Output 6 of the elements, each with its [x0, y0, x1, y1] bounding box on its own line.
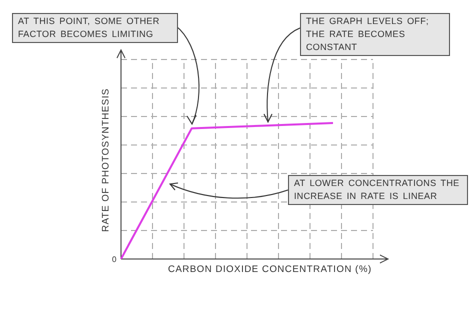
text: 0: [112, 255, 118, 264]
y-axis-title: RATE OF PHOTOSYNTHESIS: [100, 88, 112, 232]
x-axis-title: CARBON DIOXIDE CONCENTRATION (%): [168, 264, 372, 275]
callout-box: THE GRAPH LEVELS OFF; THE RATE BECOMES CONSTANT: [300, 13, 450, 56]
callout-box: AT LOWER CONCENTRATIONS THE INCREASE IN RATE IS LINEAR: [288, 175, 468, 205]
callout-box: AT THIS POINT, SOME OTHER FACTOR BECOMES LIMITING: [12, 13, 178, 43]
